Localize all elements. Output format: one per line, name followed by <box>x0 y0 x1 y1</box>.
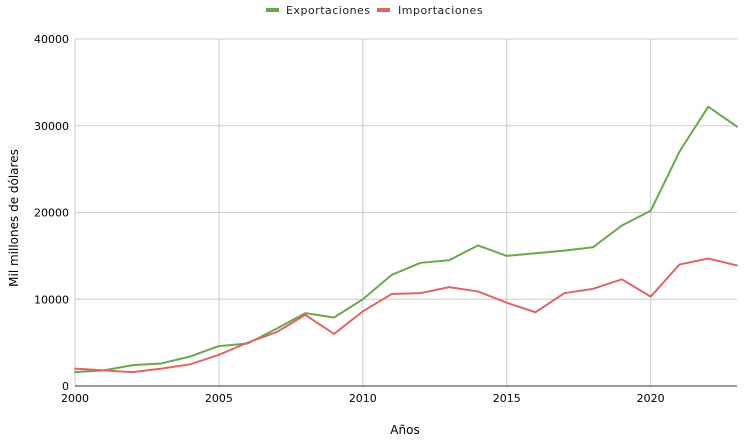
data-point-exportaciones <box>275 327 278 330</box>
data-point-importaciones <box>620 278 623 281</box>
x-tick-label: 2015 <box>493 392 521 405</box>
data-point-importaciones <box>649 295 652 298</box>
axes: 0 10000 20000 30000 40000 2000 2005 2010 2015 202… <box>34 33 737 405</box>
data-point-exportaciones <box>74 371 77 374</box>
y-tick-label: 20000 <box>34 207 69 220</box>
x-tick-label: 2020 <box>637 392 665 405</box>
data-point-exportaciones <box>476 244 479 247</box>
data-point-importaciones <box>304 313 307 316</box>
x-tick-label: 2005 <box>205 392 233 405</box>
data-point-importaciones <box>592 287 595 290</box>
series-lines <box>74 105 739 374</box>
data-point-exportaciones <box>592 246 595 249</box>
data-point-importaciones <box>390 293 393 296</box>
data-point-importaciones <box>333 332 336 335</box>
data-point-exportaciones <box>160 362 163 365</box>
y-tick-label: 0 <box>62 380 69 393</box>
series-line-importaciones <box>74 257 738 374</box>
legend: Exportaciones Importaciones <box>266 4 483 17</box>
data-point-importaciones <box>131 371 134 374</box>
data-point-exportaciones <box>333 316 336 319</box>
data-point-importaciones <box>563 292 566 295</box>
data-point-importaciones <box>707 257 710 260</box>
x-tick-label: 2010 <box>349 392 377 405</box>
data-point-importaciones <box>246 341 249 344</box>
data-point-exportaciones <box>505 254 508 257</box>
data-point-exportaciones <box>649 209 652 212</box>
data-point-importaciones <box>189 363 192 366</box>
data-point-importaciones <box>74 367 77 370</box>
gridlines <box>74 38 737 386</box>
y-axis-title: Mil millones de dólares <box>7 149 21 287</box>
data-point-importaciones <box>160 367 163 370</box>
data-point-importaciones <box>217 353 220 356</box>
data-point-importaciones <box>361 310 364 313</box>
x-axis-title: Años <box>390 423 419 437</box>
data-point-exportaciones <box>678 150 681 153</box>
data-point-importaciones <box>736 264 739 267</box>
data-point-importaciones <box>102 369 105 372</box>
data-point-exportaciones <box>131 364 134 367</box>
data-point-exportaciones <box>736 125 739 128</box>
data-point-exportaciones <box>620 224 623 227</box>
data-point-importaciones <box>534 311 537 314</box>
data-point-exportaciones <box>534 252 537 255</box>
data-point-exportaciones <box>189 355 192 358</box>
data-point-exportaciones <box>448 259 451 262</box>
data-point-exportaciones <box>390 273 393 276</box>
y-tick-label: 40000 <box>34 33 69 46</box>
legend-swatch-exportaciones <box>266 8 279 12</box>
data-point-importaciones <box>505 301 508 304</box>
data-point-exportaciones <box>217 345 220 348</box>
data-point-exportaciones <box>563 249 566 252</box>
data-point-importaciones <box>419 292 422 295</box>
data-point-importaciones <box>448 286 451 289</box>
series-line-exportaciones <box>74 105 738 374</box>
legend-label-exportaciones: Exportaciones <box>286 4 371 17</box>
data-point-importaciones <box>678 263 681 266</box>
y-tick-label: 10000 <box>34 293 69 306</box>
legend-swatch-importaciones <box>377 8 390 12</box>
data-point-exportaciones <box>707 105 710 108</box>
x-tick-label: 2000 <box>61 392 89 405</box>
data-point-exportaciones <box>361 298 364 301</box>
data-point-importaciones <box>275 331 278 334</box>
data-point-exportaciones <box>419 261 422 264</box>
data-point-importaciones <box>476 290 479 293</box>
legend-label-importaciones: Importaciones <box>398 4 483 17</box>
y-tick-label: 30000 <box>34 120 69 133</box>
